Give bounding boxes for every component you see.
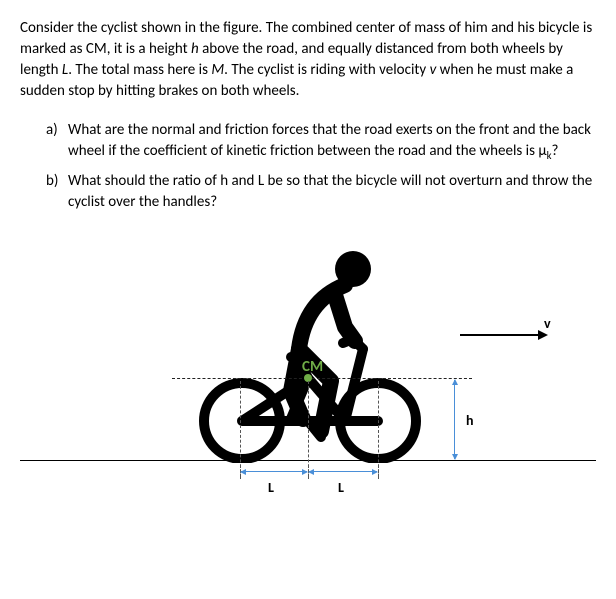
question-a-letter: a) — [46, 120, 58, 141]
L-arrow-2 — [309, 471, 377, 472]
L-label-1: L — [268, 478, 274, 498]
question-a-text-1: What are the normal and friction forces … — [68, 121, 591, 160]
L-label-2: L — [338, 478, 344, 498]
tick-c — [378, 465, 379, 479]
questions-list: a) What are the normal and friction forc… — [20, 120, 596, 213]
intro-text-4: . The cyclist is riding with velocity — [224, 61, 429, 79]
question-a-text-2: ? — [552, 142, 559, 160]
dash-vertical-front — [378, 381, 379, 477]
problem-intro: Consider the cyclist shown in the figure… — [20, 18, 596, 102]
dash-vertical-cm — [308, 381, 309, 477]
v-arrow — [460, 334, 546, 336]
h-label: h — [466, 411, 474, 431]
cm-dashed-right — [312, 378, 472, 379]
dash-vertical-rear — [240, 381, 241, 477]
question-b-text: What should the ratio of h and L be so t… — [68, 172, 592, 211]
intro-text-3: . The total mass here is — [68, 61, 211, 79]
question-b: b) What should the ratio of h and L be s… — [46, 171, 596, 213]
figure: CM L L h v — [20, 231, 596, 501]
v-label: v — [544, 314, 551, 334]
L-arrow-1 — [241, 471, 307, 472]
cm-dashed-left — [172, 378, 307, 379]
h-arrow — [454, 380, 455, 459]
var-h: h — [191, 40, 199, 58]
question-b-letter: b) — [46, 171, 58, 192]
cyclist-icon — [195, 231, 425, 463]
question-a: a) What are the normal and friction forc… — [46, 120, 596, 163]
var-M: M — [211, 61, 224, 79]
